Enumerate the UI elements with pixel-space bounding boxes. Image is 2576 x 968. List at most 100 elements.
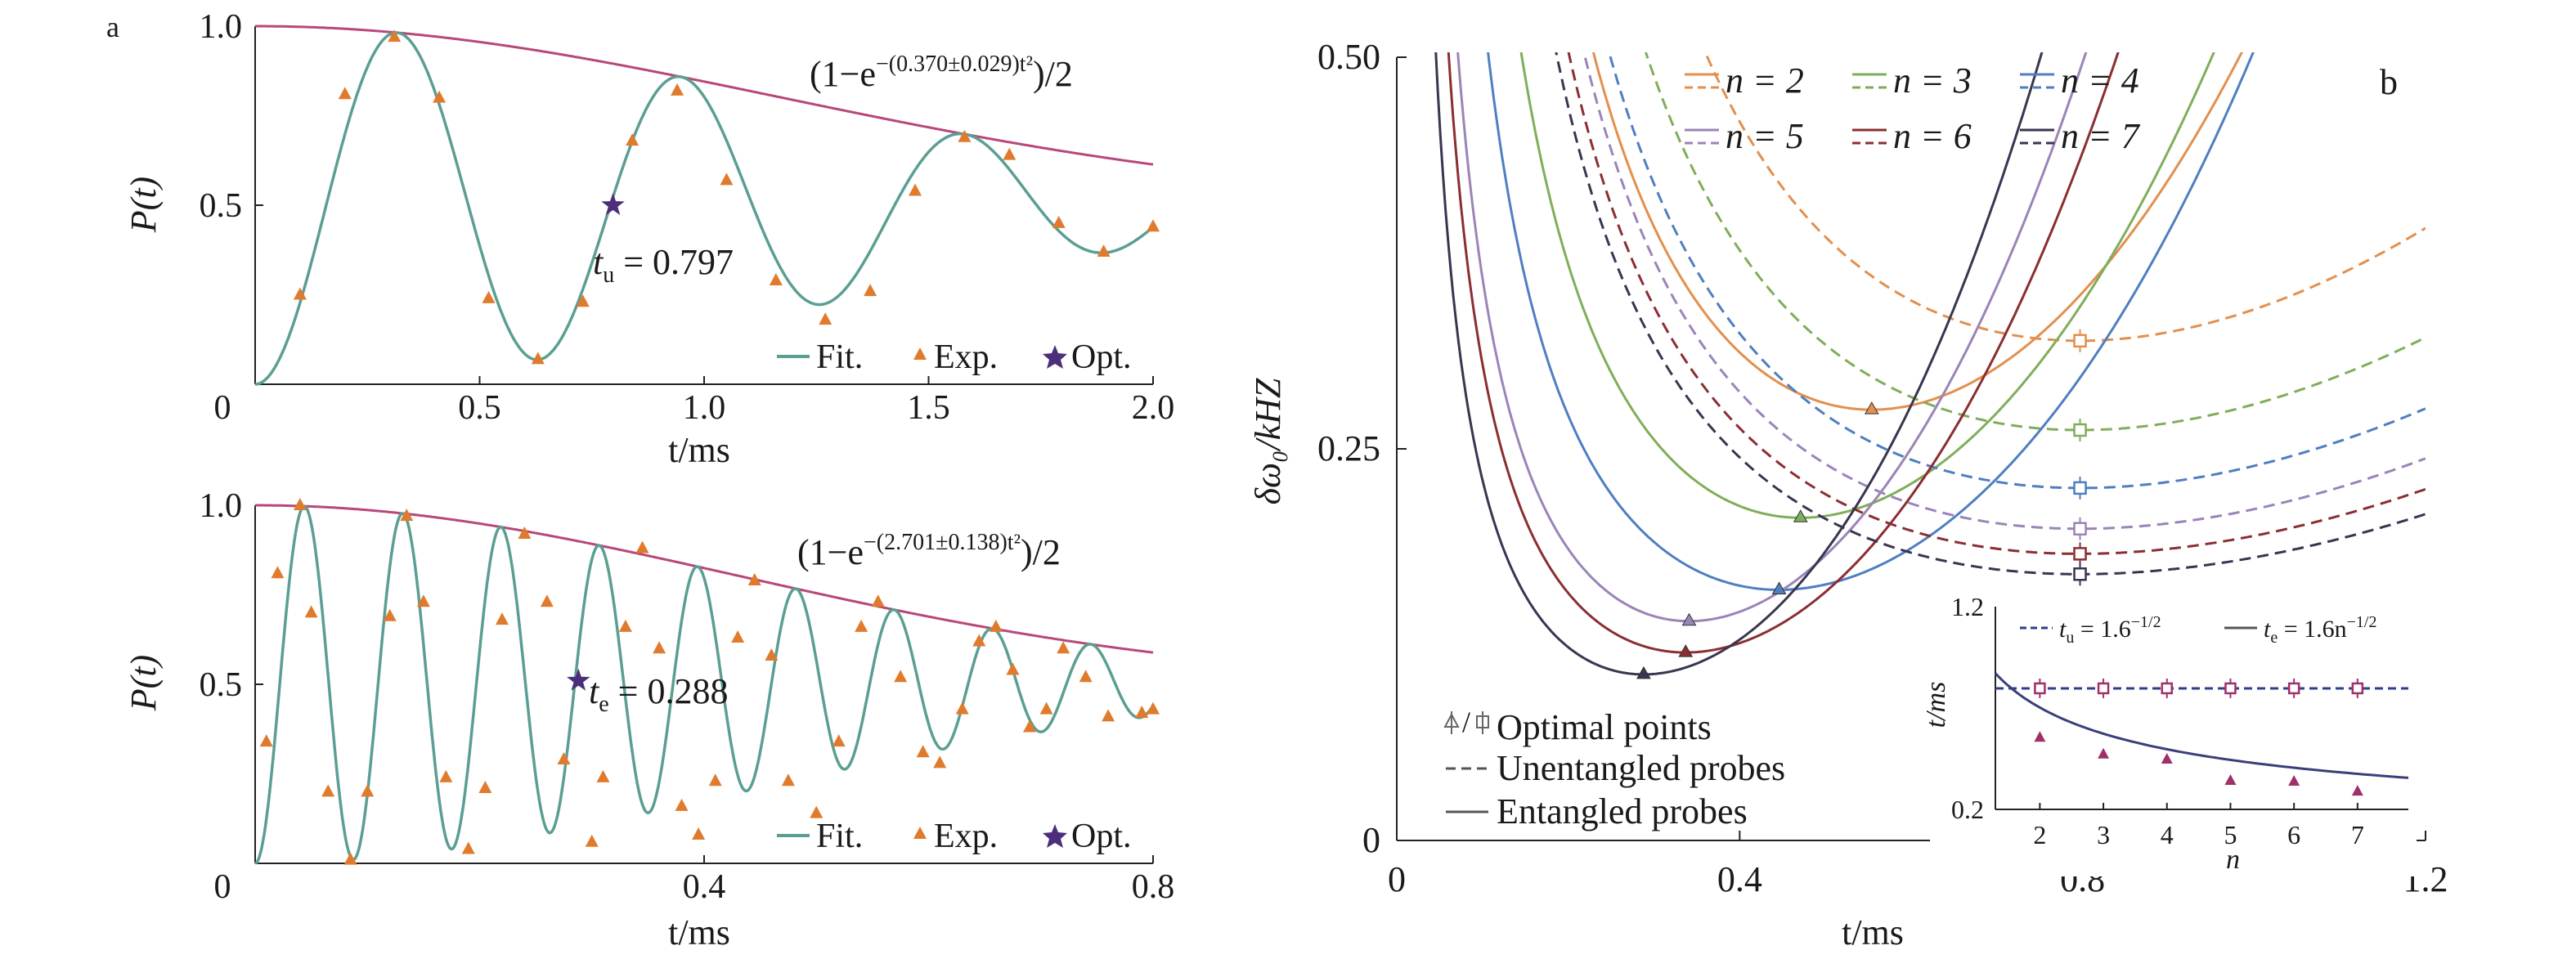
exp-point xyxy=(635,540,649,553)
a-bottom-envelope-label: (1−e−(2.701±0.138)t²)/2 xyxy=(797,530,1061,572)
a-top-opt-sub: u xyxy=(603,262,614,288)
inset-te-point xyxy=(2098,747,2110,759)
a-top-env-suffix: )/2 xyxy=(1033,54,1073,94)
exp-point xyxy=(675,798,689,811)
legend-opt: Opt. xyxy=(1071,338,1132,376)
inset-te-point xyxy=(2161,752,2173,764)
exp-point xyxy=(810,805,824,818)
exp-point xyxy=(731,630,745,643)
exp-point xyxy=(1102,709,1115,722)
y-tick-label: 1.0 xyxy=(200,8,243,46)
inset-tu-point xyxy=(2097,682,2110,695)
unentangled-curve-n7 xyxy=(1555,52,2426,576)
exp-point xyxy=(765,648,779,661)
entangled-opt-point-n7 xyxy=(1636,666,1651,679)
inset-te-point xyxy=(2351,785,2363,796)
opt-point xyxy=(601,193,625,216)
exp-point xyxy=(1039,701,1053,715)
exp-point xyxy=(708,773,722,786)
x-tick-label: 0.5 xyxy=(458,389,501,427)
legend-label-n3: n = 3 xyxy=(1893,60,1972,101)
x-tick-label: 2.0 xyxy=(1132,389,1175,427)
exp-point xyxy=(321,784,335,797)
b-ylabel: δω₀/kHZ xyxy=(1248,378,1288,504)
inset-ylabel: t/ms xyxy=(1921,682,1951,728)
a-top-env-prefix: (1−e xyxy=(810,54,876,94)
y-tick-label: 0 xyxy=(1362,820,1380,860)
entangled-opt-point-n2 xyxy=(1864,401,1879,415)
exp-point xyxy=(958,129,972,142)
exp-point xyxy=(671,83,684,96)
exp-point xyxy=(343,852,357,865)
legend-exp-marker xyxy=(913,827,927,839)
exp-point xyxy=(400,509,414,522)
inset-te-curve xyxy=(1994,672,2409,779)
legend-opt: Opt. xyxy=(1071,818,1132,855)
exp-point xyxy=(433,90,447,103)
entangled-curve-n3 xyxy=(1519,52,2215,519)
inset-legend: tu = 1.6−1/2 te = 1.6n−1/2 xyxy=(2020,613,2377,647)
y-tick-label: 0.5 xyxy=(200,187,243,225)
y-tick-label: 0.25 xyxy=(1317,428,1380,468)
exp-point xyxy=(855,619,868,632)
y-tick-label: 1.0 xyxy=(200,487,243,525)
entangled-opt-point-n3 xyxy=(1793,509,1808,522)
legend-label-n4: n = 4 xyxy=(2061,60,2139,101)
inset-te-point xyxy=(2034,731,2046,742)
a-bottom-env-exp: −(2.701±0.138)t² xyxy=(864,530,1021,555)
inset-te-point xyxy=(2288,775,2300,786)
x-tick-label: 0 xyxy=(214,389,231,427)
exp-point xyxy=(747,572,761,585)
a-top-opt-text: = 0.797 xyxy=(614,242,734,282)
legend-opt-marker xyxy=(1043,824,1067,848)
a-bottom-env-suffix: )/2 xyxy=(1021,532,1061,572)
legend-fit: Fit. xyxy=(816,818,863,855)
unentangled-opt-point-n3 xyxy=(2073,423,2087,437)
a-top-opt-label: tu = 0.797 xyxy=(593,242,734,288)
panel-label-a: a xyxy=(106,11,119,43)
inset-u-text: = 1.6 xyxy=(2074,616,2130,643)
x-tick-label: 0.4 xyxy=(683,868,726,906)
x-tick-label: 0.4 xyxy=(1717,859,1762,899)
exp-point xyxy=(720,173,734,186)
a-top-opt-sym: t xyxy=(593,242,604,282)
exp-point xyxy=(1147,219,1160,232)
exp-point xyxy=(909,183,922,196)
inset-e-sym: t xyxy=(2264,616,2271,643)
exp-point xyxy=(781,773,795,786)
a-bottom-opt-sym: t xyxy=(589,671,600,711)
unentangled-opt-point-n4 xyxy=(2073,481,2087,495)
inset-y-tick-label: 1.2 xyxy=(1951,592,1984,621)
exp-point xyxy=(1023,719,1037,733)
unentangled-curve-n5 xyxy=(1582,52,2426,531)
exp-point xyxy=(361,784,375,797)
exp-point xyxy=(518,527,532,540)
inset-tu-point xyxy=(2351,682,2364,695)
exp-point xyxy=(692,827,706,840)
a-top-ylabel: P(t) xyxy=(123,177,164,233)
envelope-curve xyxy=(255,25,1154,166)
inset-tu-point xyxy=(2161,682,2174,695)
opt-point xyxy=(567,668,590,691)
legend-label-n6: n = 6 xyxy=(1893,116,1972,156)
entangled-opt-point-n5 xyxy=(1681,612,1697,626)
legend-entangled: Entangled probes xyxy=(1497,791,1748,831)
exp-point xyxy=(618,619,632,632)
unentangled-curve-n2 xyxy=(1703,52,2426,343)
exp-point xyxy=(864,284,877,297)
legend-exp-marker xyxy=(913,347,927,360)
b-xlabel: t/ms xyxy=(1842,912,1904,952)
x-tick-label: 0 xyxy=(214,868,231,906)
inset-x-tick-label: 5 xyxy=(2224,820,2237,849)
exp-point xyxy=(495,612,509,625)
exp-point xyxy=(1135,706,1149,719)
entangled-curve-n7 xyxy=(1434,52,2044,676)
exp-point xyxy=(1079,670,1093,683)
legend-fit: Fit. xyxy=(816,338,863,376)
exp-point xyxy=(461,841,475,854)
y-tick-label: 0.5 xyxy=(200,666,243,704)
panel-b: 0 0.4 0.8 1.200.250.50 b δω₀/kHZ t/ms n = 2… xyxy=(1248,37,2448,952)
a-top-xlabel: t/ms xyxy=(668,430,730,470)
exp-point xyxy=(596,769,610,782)
x-tick-label: 0.8 xyxy=(1132,868,1175,906)
